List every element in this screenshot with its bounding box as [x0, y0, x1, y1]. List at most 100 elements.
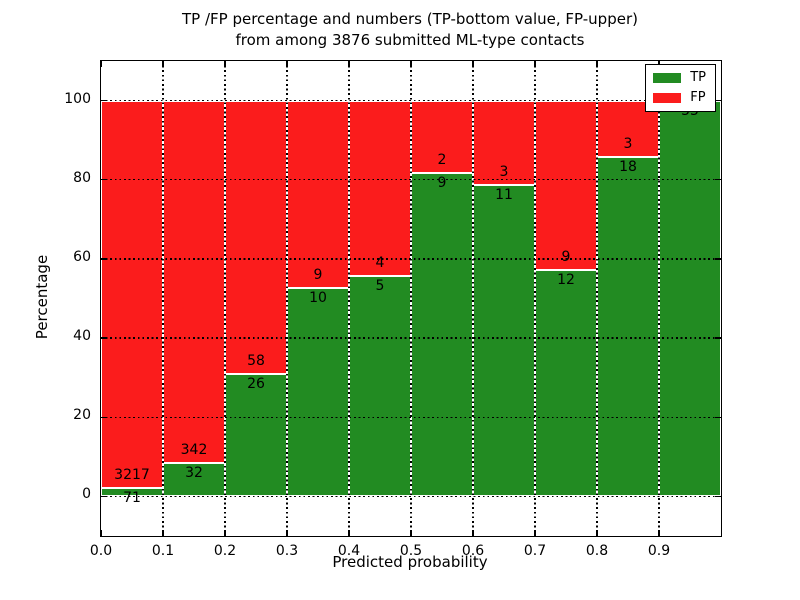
x-axis-tick [472, 530, 474, 536]
bar-count-label-fp: 3 [499, 164, 509, 181]
x-tick-label: 0.2 [213, 543, 237, 559]
x-axis-tick [596, 530, 598, 536]
y-axis-tick-right [715, 258, 721, 260]
bar-segment-tp [225, 373, 287, 497]
x-axis-tick-top [410, 61, 412, 67]
bar-segment-fp [287, 100, 349, 289]
bar-count-label-fp: 3217 [114, 466, 150, 483]
x-tick-label: 0.7 [523, 543, 547, 559]
bar-count-label-fp: 58 [247, 352, 265, 369]
x-axis-tick-top [348, 61, 350, 67]
legend-item-tp: TP [653, 71, 706, 84]
y-axis-tick [101, 337, 107, 339]
bar-count-label-fp: 9 [313, 267, 323, 284]
grid-line-v [162, 61, 164, 536]
bar-segment-tp [597, 157, 659, 497]
bar-count-label-fp: 3 [623, 136, 633, 153]
x-axis-tick-top [162, 61, 164, 67]
x-axis-tick [286, 530, 288, 536]
grid-line-v [286, 61, 288, 536]
bar-count-label-tp: 5 [375, 278, 385, 295]
x-tick-label: 0.4 [337, 543, 361, 559]
y-axis-tick [101, 416, 107, 418]
bar-segment-fp [101, 100, 163, 488]
bar-segment-fp [225, 100, 287, 374]
x-axis-tick [100, 530, 102, 536]
bar-count-label-tp: 9 [437, 174, 447, 191]
x-axis-tick-top [472, 61, 474, 67]
bar-count-label-tp: 12 [557, 272, 575, 289]
x-tick-label: 0.6 [461, 543, 485, 559]
y-tick-label: 0 [82, 486, 91, 503]
grid-line-v [658, 61, 660, 536]
plot-area: TP FP 3217713423258269104529311912318550… [64, 60, 722, 559]
x-axis-tick [348, 530, 350, 536]
bar-count-label-tp: 10 [309, 290, 327, 307]
bar-count-label-fp: 342 [180, 441, 208, 458]
chart-title-block: TP /FP percentage and numbers (TP-bottom… [20, 9, 800, 51]
legend-item-fp: FP [653, 91, 706, 104]
x-tick-label: 0.8 [585, 543, 609, 559]
x-axis-tick-top [286, 61, 288, 67]
x-tick-label: 0.1 [151, 543, 175, 559]
bar-segment-tp [659, 100, 721, 497]
bar-count-label-tp: 71 [123, 489, 141, 506]
x-axis-label: Predicted probability [332, 553, 488, 571]
x-tick-label: 0.3 [275, 543, 299, 559]
x-axis-tick-top [596, 61, 598, 67]
grid-line-v [348, 61, 350, 536]
bar-segment-fp [535, 100, 597, 271]
x-axis-tick [410, 530, 412, 536]
bar-count-label-tp: 11 [495, 187, 513, 204]
x-tick-label: 0.0 [89, 543, 113, 559]
x-tick-label: 0.5 [399, 543, 423, 559]
bar-segment-tp [411, 172, 473, 497]
bar-count-label-fp: 2 [437, 151, 447, 168]
y-axis-tick [101, 495, 107, 498]
y-axis-tick-right [715, 495, 721, 498]
grid-line-v [224, 61, 226, 536]
y-tick-label: 100 [64, 90, 91, 107]
legend-swatch-fp-icon [653, 92, 682, 103]
bar-segment-fp [349, 100, 411, 277]
grid-line-v [472, 61, 474, 536]
x-axis-tick-top [100, 61, 102, 67]
bar-segment-tp [287, 288, 349, 497]
legend: TP FP [645, 64, 716, 112]
chart-subtitle: from among 3876 submitted ML-type contac… [235, 31, 585, 49]
bar-count-label-fp: 9 [561, 249, 571, 266]
y-axis-tick-right [715, 99, 721, 102]
y-axis-tick [101, 99, 107, 102]
x-axis-tick [162, 530, 164, 536]
x-axis-tick [224, 530, 226, 536]
y-axis-label: Percentage [33, 254, 51, 340]
x-axis-tick [658, 530, 660, 536]
y-tick-label: 20 [73, 407, 91, 424]
y-tick-label: 80 [73, 169, 91, 186]
bar-count-label-tp: 32 [185, 464, 203, 481]
grid-line-v [410, 61, 412, 536]
bar-count-label-tp: 26 [247, 375, 265, 392]
bar-segment-fp [163, 100, 225, 463]
x-axis-tick [534, 530, 536, 536]
legend-swatch-tp-icon [653, 72, 682, 83]
grid-line-v [596, 61, 598, 536]
x-axis-tick-top [534, 61, 536, 67]
y-axis-tick [101, 179, 107, 181]
y-axis-tick-right [715, 179, 721, 181]
x-tick-label: 0.9 [647, 543, 671, 559]
legend-label-tp: TP [690, 70, 706, 85]
bar-count-label-fp: 4 [375, 255, 385, 272]
y-axis-tick [101, 258, 107, 260]
y-tick-label: 60 [73, 248, 91, 265]
y-axis-tick-right [715, 416, 721, 418]
bar-count-label-tp: 18 [619, 159, 637, 176]
grid-line-v [534, 61, 536, 536]
bar-segment-tp [535, 270, 597, 497]
x-axis-tick-top [224, 61, 226, 67]
y-axis-tick-right [715, 337, 721, 339]
chart-title: TP /FP percentage and numbers (TP-bottom… [182, 10, 638, 28]
legend-label-fp: FP [690, 90, 706, 105]
bar-segment-tp [349, 276, 411, 497]
